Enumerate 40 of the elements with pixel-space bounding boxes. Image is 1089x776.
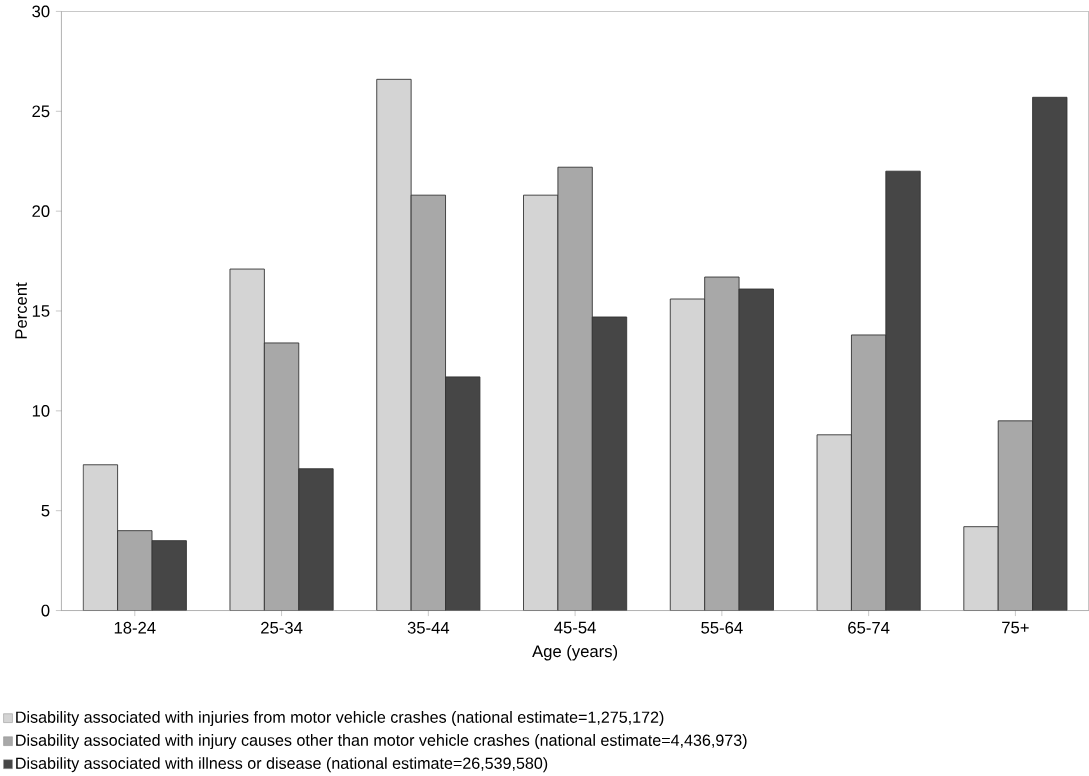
bar: [850, 334, 887, 611]
bar: [704, 276, 740, 611]
bar: [592, 317, 627, 611]
x-tick-label: 75+: [1002, 622, 1029, 634]
bar: [117, 530, 153, 611]
y-tick-label: 30: [32, 5, 50, 18]
bar: [997, 420, 1034, 611]
y-tick-label: 5: [41, 505, 50, 517]
x-tick-label: 55-64: [701, 622, 743, 634]
x-tick-label: 18-24: [114, 622, 156, 634]
legend-label: Disability associated with injuries from motor vehicle crashes (national estimate=1,275,172): [16, 711, 664, 727]
bar: [151, 540, 187, 611]
bar: [738, 288, 774, 611]
y-tick-label: 10: [32, 405, 50, 417]
x-tick-label: 35-44: [407, 622, 450, 634]
x-tick-label: 25-34: [261, 622, 303, 634]
y-tick-label: 15: [32, 305, 50, 317]
bar: [557, 167, 593, 611]
y-axis-title: Percent: [15, 282, 27, 339]
bar: [263, 342, 300, 611]
y-tick-label: 25: [32, 105, 50, 118]
bar: [523, 195, 558, 611]
bar: [82, 464, 119, 611]
x-tick-label: 65-74: [848, 622, 890, 634]
bar: [885, 170, 921, 611]
bar: [669, 298, 706, 611]
y-tick-label: 20: [32, 205, 50, 218]
bar: [963, 526, 999, 611]
bar: [445, 376, 481, 611]
bar: [410, 194, 446, 611]
bar: [1032, 97, 1068, 611]
y-tick-label: 0: [41, 604, 50, 617]
bar: [298, 468, 334, 611]
legend-label: Disability associated with injury causes other than motor vehicle crashes (national estimate=4,436,973): [16, 734, 747, 750]
legend-label: Disability associated with illness or disease (national estimate=26,539,580): [16, 757, 548, 773]
x-axis-title: Age (years): [532, 645, 618, 661]
bar: [816, 434, 852, 611]
x-tick-label: 45-54: [554, 622, 596, 634]
bar: [376, 79, 412, 611]
bar: [229, 268, 265, 611]
